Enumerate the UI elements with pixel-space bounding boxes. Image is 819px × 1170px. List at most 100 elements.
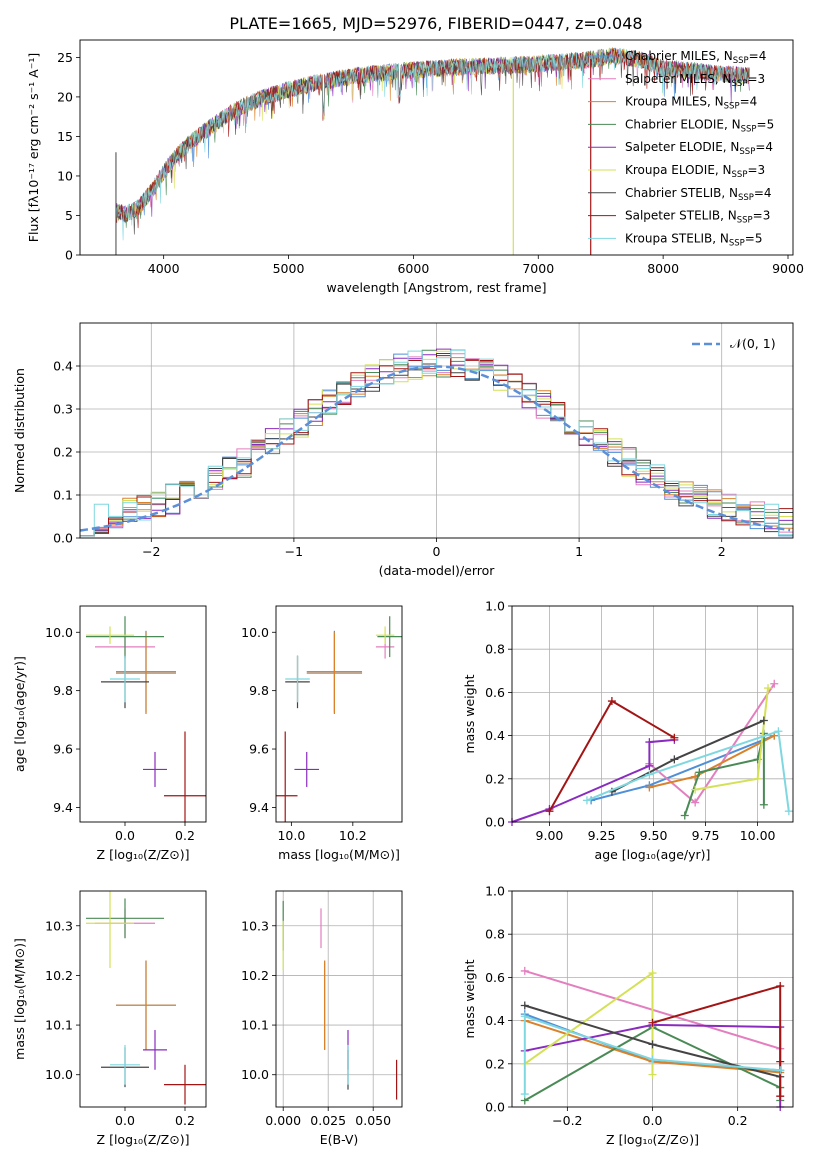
spectrum-xtick-label: 7000 [522,261,554,276]
mass_vs_Z-axes: 0.0 0.2 10.0 10.1 10.2 10.3 Z [log₁₀(Z/Z⊙)] mas… [12,918,195,1147]
legend-label-chabrier_elodie: Chabrier ELODIE, NSSP=5 [625,117,774,134]
age_vs_Z-xtick-label: 0.0 [115,828,135,843]
series-marker [776,1092,785,1101]
mass_vs_Z-xlabel: Z [log₁₀(Z/Z⊙)] [97,1132,190,1147]
age_vs_Z-point-salpeter_elodie [143,751,167,787]
spectrum-xtick-label: 9000 [772,261,804,276]
weight_vs_age-ytick-label: 0.8 [485,642,505,657]
mass_vs_Z-ytick-label: 10.1 [45,1018,73,1033]
series-marker [776,1066,785,1075]
legend-label-salpeter_elodie: Salpeter ELODIE, NSSP=4 [625,140,773,157]
weight_vs_age-xtick-label: 9.75 [692,828,720,843]
residuals-frame [79,322,794,539]
legend-text: Chabrier STELIB, N [625,186,738,200]
weight_vs_Z-series-salpeter_stelib [648,982,785,1101]
age_vs_Z-point-kroupa_stelib [110,655,140,703]
series-marker [670,755,679,764]
mass_vs_Z-point-kroupa_miles [116,960,176,1050]
legend-value: =5 [745,231,763,245]
weight_vs_Z-series [520,966,785,1111]
age_vs_mass-point-chabrier_elodie [377,616,402,658]
weight_vs_age-series-chabrier_miles [587,731,779,805]
spectrum-ytick-label: 0 [65,248,73,263]
normal-curve [80,365,791,532]
series-marker [680,811,689,820]
series-marker [648,1070,657,1079]
legend-value: =4 [740,95,758,109]
weight_vs_Z-ytick-label: 0.4 [485,1013,505,1028]
plot-layer: 4000 5000 6000 7000 8000 90000510152025wavele… [12,39,804,1147]
age_vs_mass-point-kroupa_stelib [285,655,310,703]
mass_vs_Z-point-salpeter_stelib [164,1064,206,1105]
series-marker [759,716,768,725]
age_vs_mass-frame [275,605,403,823]
legend-subscript: SSP [733,56,749,66]
legend-subscript: SSP [732,79,748,89]
age_vs_Z-frame [79,605,207,823]
legend-text: Chabrier ELODIE, N [625,117,741,131]
mass_vs_ebv-xtick-label: 0.000 [265,1113,301,1128]
series-marker [607,697,616,706]
series-marker [648,1040,657,1049]
legend-label-kroupa_elodie: Kroupa ELODIE, NSSP=3 [625,163,765,180]
weight_vs_Z-ytick-label: 0.8 [485,927,505,942]
age_vs_mass-point-salpeter_stelib [276,731,298,822]
age_vs_mass-ytick-label: 9.6 [249,742,269,757]
series-marker [774,727,783,736]
spectrum-frame [79,39,794,256]
legend-label-chabrier_miles: Chabrier MILES, NSSP=4 [625,49,766,66]
weight_vs_age-xlabel: age [log₁₀(age/yr)] [595,847,711,862]
age_vs_Z-ytick-label: 9.8 [53,683,73,698]
age_vs_mass-point-kroupa_elodie [375,626,395,644]
age_vs_mass-xtick-label: 10.2 [339,828,367,843]
legend-value: =5 [757,117,775,131]
legend-value: =3 [753,209,771,223]
weight_vs_Z-frame [511,890,794,1108]
spectrum-xtick-label: 4000 [148,261,180,276]
weight_vs_age-ylabel: mass weight [462,674,477,753]
spectrum-xlabel: wavelength [Angstrom, rest frame] [326,280,546,295]
series-marker [648,969,657,978]
residual-histograms [80,348,793,537]
series-marker [520,1001,529,1010]
legend-text: Salpeter STELIB, N [625,209,737,223]
series-marker [759,800,768,809]
age_vs_mass-xtick-label: 10.0 [277,828,305,843]
age_vs_mass-ytick-label: 9.4 [249,800,269,815]
series-marker [753,774,762,783]
spectrum-line-kroupa_stelib [115,47,750,241]
legend-label-chabrier_stelib: Chabrier STELIB, NSSP=4 [625,186,772,203]
mass_vs_Z-ytick-label: 10.2 [45,968,73,983]
age_vs_Z-ytick-label: 9.6 [53,742,73,757]
series-line [652,984,782,1097]
weight_vs_age-ytick-label: 0.0 [485,815,505,830]
legend-subscript: SSP [739,147,755,157]
residuals-ylabel: Normed distribution [12,368,27,493]
weight_vs_age-xtick-label: 10.00 [740,828,776,843]
spectrum-xtick-label: 8000 [647,261,679,276]
legend-text: Salpeter MILES, N [625,72,732,86]
legend-label-kroupa_miles: Kroupa MILES, NSSP=4 [625,95,757,112]
mass_vs_Z-point-kroupa_elodie [86,891,134,968]
mass_vs_ebv-xlabel: E(B-V) [320,1132,359,1147]
legend-label-salpeter_miles: Salpeter MILES, NSSP=3 [625,72,765,89]
legend-text: Kroupa ELODIE, N [625,163,732,177]
weight_vs_age-series-chabrier_stelib [607,716,768,796]
residuals-legend-label: 𝒩(0, 1) [730,336,776,351]
spectrum-xtick-label: 5000 [273,261,305,276]
residuals-xtick-label: 0 [433,544,441,559]
series-marker [645,761,654,770]
age_vs_mass-ytick-label: 9.8 [249,683,269,698]
series-marker [784,807,793,816]
age_vs_Z-xtick-label: 0.2 [175,828,195,843]
series-line [511,738,675,823]
weight_vs_Z-xtick-label: −0.2 [552,1113,582,1128]
age_vs_Z-ytick-label: 10.0 [45,625,73,640]
age_vs_Z-point-chabrier_elodie [86,616,164,658]
series-marker [776,982,785,991]
legend-value: =4 [754,186,772,200]
legend-subscript: SSP [732,170,748,180]
mass_vs_ebv-ytick-label: 10.2 [241,968,269,983]
series-marker [520,1012,529,1021]
legend-value: =4 [749,49,767,63]
